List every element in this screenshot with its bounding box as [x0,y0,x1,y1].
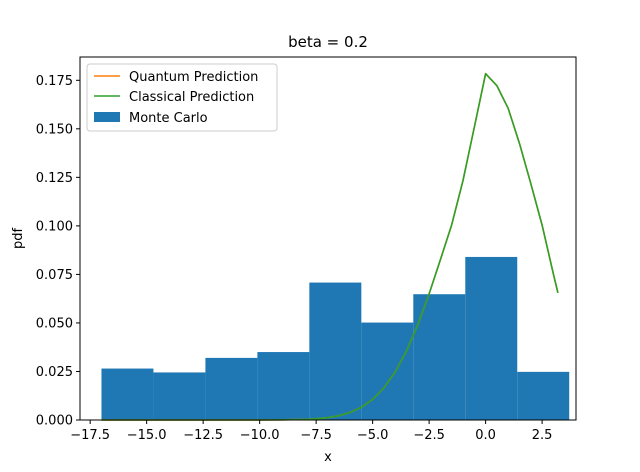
y-tick-label: 0.075 [36,268,73,283]
x-axis-label: x [324,450,332,465]
x-tick-label: 2.5 [532,428,553,443]
legend-entry-classical-prediction: Classical Prediction [129,90,254,105]
histogram-bar-2 [205,357,258,420]
x-tick-label: −7.5 [300,428,332,443]
histogram-bar-7 [465,256,518,420]
x-tick-label: −10.0 [240,428,280,443]
y-tick-label: 0.175 [36,74,73,89]
x-tick-label: −15.0 [127,428,167,443]
y-axis-ticks: 0.000 0.025 0.050 0.075 0.100 0.125 0.150 0.175 [36,74,80,429]
histogram-bar-5 [361,322,414,420]
plot-frame [79,56,577,421]
y-tick-label: 0.125 [36,171,73,186]
legend: Quantum Prediction Classical Prediction … [86,63,278,132]
y-tick-label: 0.150 [36,122,73,137]
y-axis-label: pdf [11,228,26,250]
histogram-bar-0 [101,368,154,420]
chart-title: beta = 0.2 [288,33,368,51]
histogram-bar-3 [257,352,310,420]
y-tick-label: 0.025 [36,365,73,380]
legend-entry-monte-carlo: Monte Carlo [129,111,208,126]
legend-entry-quantum-prediction: Quantum Prediction [129,70,258,85]
histogram-bar-4 [309,282,362,420]
legend-box [86,63,278,132]
x-tick-label: −17.5 [70,428,110,443]
histogram-bar-1 [153,372,206,420]
y-tick-label: 0.100 [36,219,73,234]
x-axis-ticks: −17.5 −15.0 −12.5 −10.0 −7.5 −5.0 −2.5 0.0 2.5 [70,420,552,443]
y-tick-label: 0.000 [36,414,73,429]
histogram-bar-8 [517,371,570,420]
legend-swatch-monte-carlo [94,112,120,122]
x-tick-label: 0.0 [475,428,496,443]
histogram-bar-6 [413,294,466,420]
x-tick-label: −2.5 [413,428,445,443]
x-tick-label: −5.0 [357,428,389,443]
histogram-bars [101,256,570,420]
y-tick-label: 0.050 [36,316,73,331]
x-tick-label: −12.5 [183,428,223,443]
